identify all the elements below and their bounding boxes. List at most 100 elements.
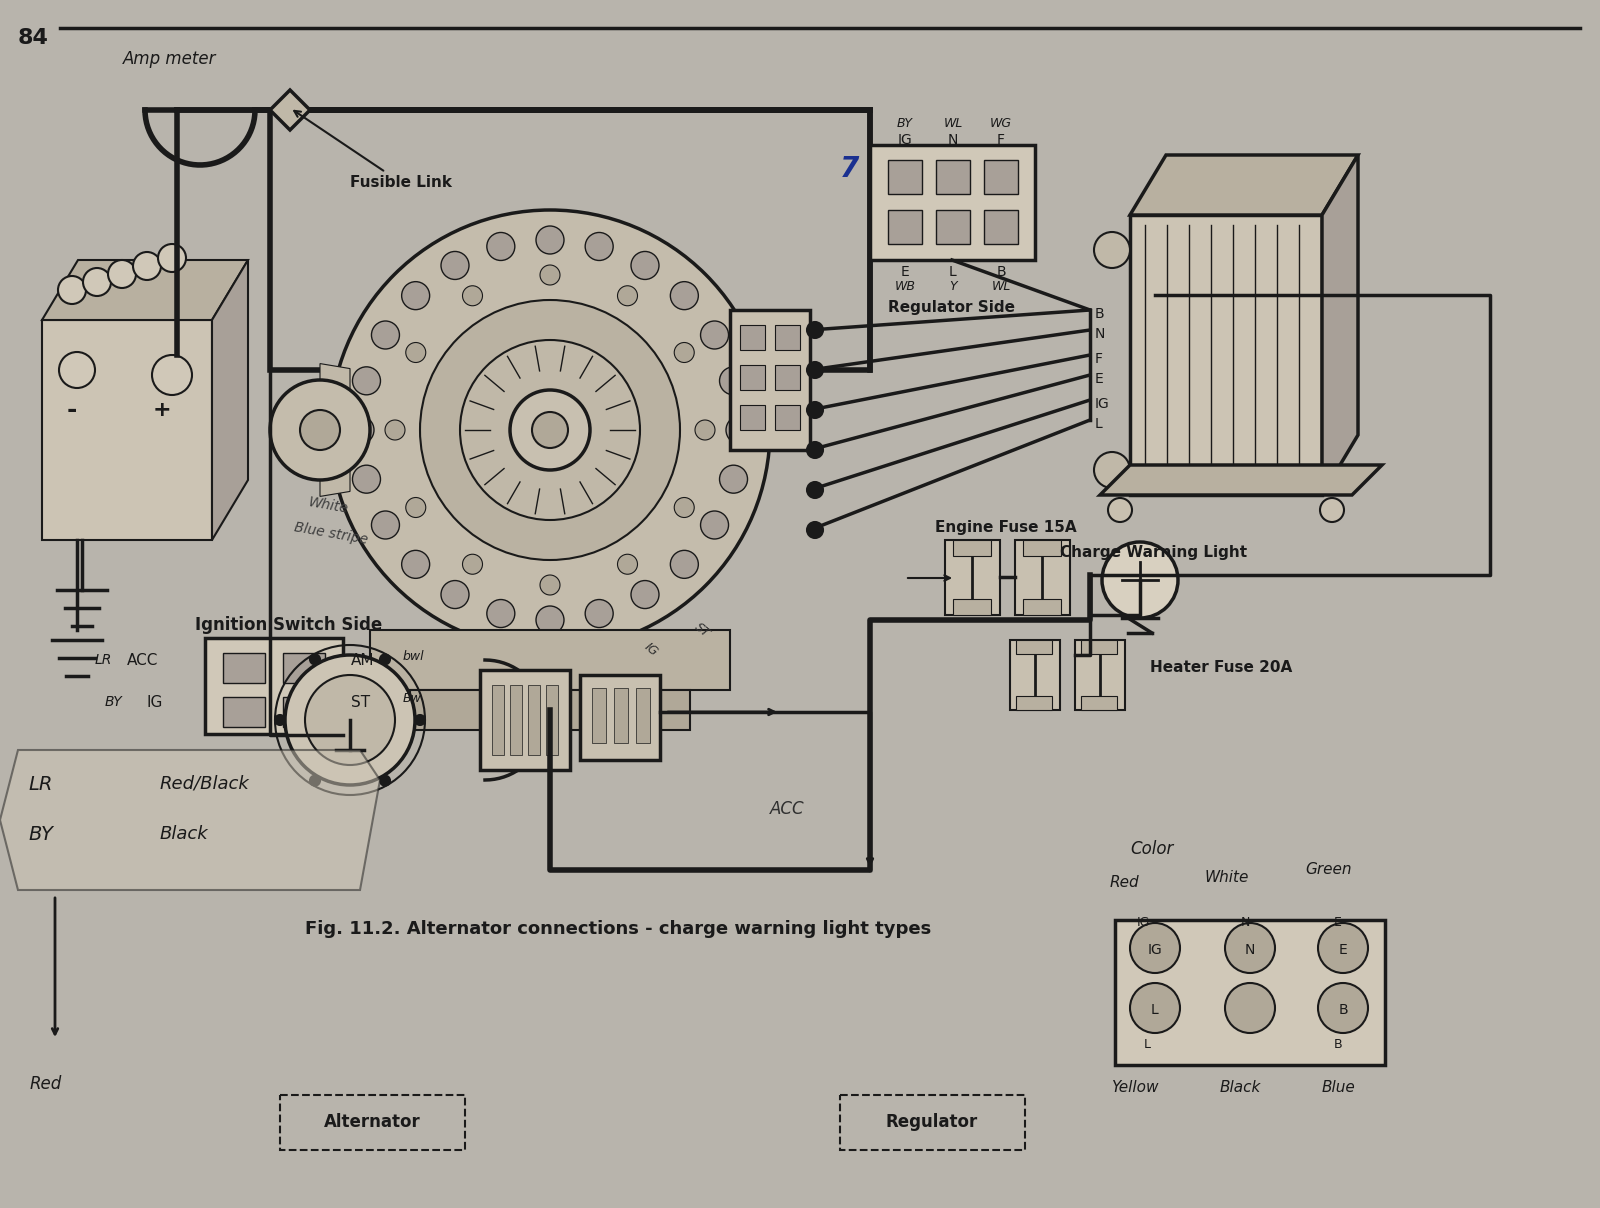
- Circle shape: [306, 675, 395, 765]
- Text: ACC: ACC: [126, 654, 158, 668]
- Circle shape: [1130, 923, 1181, 972]
- Circle shape: [442, 251, 469, 279]
- Circle shape: [1102, 542, 1178, 618]
- Text: E: E: [1094, 372, 1104, 387]
- Polygon shape: [42, 260, 248, 320]
- Polygon shape: [211, 260, 248, 540]
- Text: Red/Black: Red/Black: [160, 776, 250, 792]
- Circle shape: [402, 281, 430, 309]
- Bar: [283, 654, 325, 683]
- Polygon shape: [320, 416, 350, 445]
- Text: Bw: Bw: [403, 692, 422, 705]
- Text: B: B: [997, 265, 1006, 279]
- Circle shape: [285, 655, 414, 785]
- Circle shape: [630, 251, 659, 279]
- Text: BY: BY: [29, 825, 53, 844]
- Circle shape: [541, 575, 560, 596]
- Circle shape: [406, 498, 426, 517]
- Text: E: E: [1339, 943, 1347, 957]
- Text: N: N: [1240, 916, 1250, 929]
- Text: L: L: [949, 265, 957, 279]
- Text: Red: Red: [1110, 875, 1139, 890]
- Bar: [936, 159, 970, 194]
- Bar: [614, 689, 627, 743]
- Text: ACC: ACC: [770, 800, 805, 818]
- Text: IG: IG: [898, 133, 912, 147]
- Bar: [954, 599, 990, 615]
- Circle shape: [270, 381, 370, 480]
- Bar: [1010, 640, 1059, 710]
- Text: LR: LR: [94, 654, 112, 667]
- Polygon shape: [1130, 215, 1322, 495]
- Text: B: B: [1334, 1038, 1342, 1051]
- Circle shape: [806, 362, 822, 378]
- Circle shape: [701, 511, 728, 539]
- Circle shape: [109, 260, 136, 288]
- Circle shape: [541, 265, 560, 285]
- Circle shape: [1226, 983, 1275, 1033]
- Circle shape: [1130, 983, 1181, 1033]
- Bar: [493, 685, 504, 755]
- Circle shape: [1107, 498, 1133, 522]
- Text: -: -: [67, 397, 77, 422]
- Bar: [283, 697, 325, 727]
- Circle shape: [310, 655, 320, 664]
- Circle shape: [352, 465, 381, 493]
- Text: AM: AM: [350, 654, 374, 668]
- Circle shape: [330, 210, 770, 650]
- Circle shape: [1094, 452, 1130, 488]
- Circle shape: [806, 522, 822, 538]
- Circle shape: [694, 420, 715, 440]
- Circle shape: [1226, 923, 1275, 972]
- Bar: [1115, 920, 1386, 1065]
- Text: E: E: [901, 265, 909, 279]
- Text: Fig. 11.2. Alternator connections - charge warning light types: Fig. 11.2. Alternator connections - char…: [306, 920, 931, 937]
- Text: WL: WL: [944, 117, 963, 130]
- Text: Charge Warning Light: Charge Warning Light: [1059, 545, 1246, 561]
- Text: WB: WB: [894, 280, 915, 294]
- Text: Blue: Blue: [1322, 1080, 1355, 1094]
- Circle shape: [586, 232, 613, 261]
- Circle shape: [586, 599, 613, 627]
- Bar: [774, 365, 800, 390]
- Bar: [954, 540, 990, 556]
- Text: Color: Color: [1130, 840, 1173, 858]
- Circle shape: [720, 465, 747, 493]
- Polygon shape: [320, 364, 350, 394]
- Circle shape: [1318, 923, 1368, 972]
- Polygon shape: [270, 91, 310, 130]
- Bar: [410, 690, 690, 730]
- Text: Regulator: Regulator: [886, 1113, 978, 1131]
- Bar: [370, 631, 730, 690]
- Bar: [1014, 540, 1070, 615]
- Text: White: White: [307, 495, 350, 516]
- Circle shape: [486, 599, 515, 627]
- Circle shape: [83, 268, 110, 296]
- Text: F: F: [997, 133, 1005, 147]
- Text: Black: Black: [160, 825, 208, 843]
- Circle shape: [806, 323, 822, 338]
- Bar: [546, 685, 558, 755]
- Bar: [984, 210, 1018, 244]
- Text: Y: Y: [949, 280, 957, 294]
- Bar: [1016, 696, 1053, 710]
- Text: L: L: [1094, 417, 1102, 431]
- Circle shape: [674, 343, 694, 362]
- Text: BY: BY: [106, 695, 123, 709]
- Circle shape: [59, 352, 94, 388]
- Bar: [1075, 640, 1125, 710]
- Text: WL: WL: [992, 280, 1011, 294]
- Circle shape: [486, 232, 515, 261]
- Bar: [222, 654, 266, 683]
- Bar: [936, 210, 970, 244]
- Bar: [637, 689, 650, 743]
- Text: ST: ST: [350, 695, 370, 710]
- Circle shape: [133, 252, 162, 280]
- Text: Engine Fuse 15A: Engine Fuse 15A: [934, 519, 1077, 535]
- Bar: [739, 325, 765, 350]
- Text: LR: LR: [29, 776, 53, 794]
- Circle shape: [386, 420, 405, 440]
- Circle shape: [461, 339, 640, 519]
- Bar: [1016, 640, 1053, 654]
- Circle shape: [414, 715, 426, 725]
